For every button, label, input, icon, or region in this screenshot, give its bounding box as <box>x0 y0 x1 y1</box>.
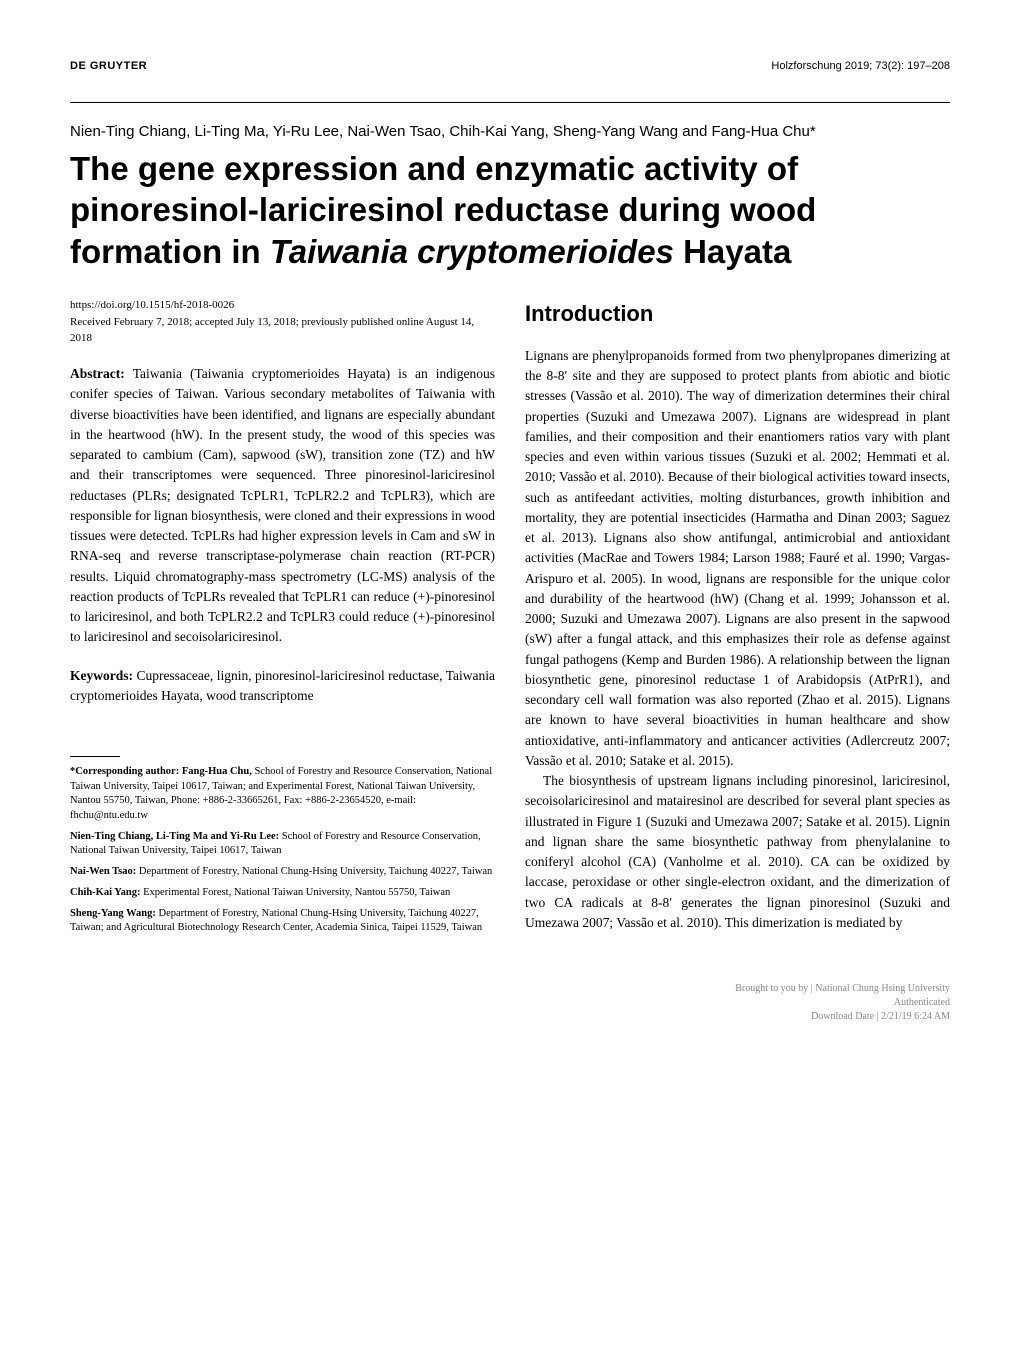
affiliation-1: Nien-Ting Chiang, Li-Ting Ma and Yi-Ru L… <box>70 830 495 859</box>
two-column-layout: https://doi.org/10.1515/hf-2018-0026 Rec… <box>70 297 950 942</box>
affiliation-3: Chih-Kai Yang: Experimental Forest, Nati… <box>70 886 495 901</box>
header-divider <box>70 102 950 103</box>
abstract-body: Taiwania (Taiwania cryptomerioides Hayat… <box>70 366 495 644</box>
page-footer: Brought to you by | National Chung Hsing… <box>70 982 950 1024</box>
footer-line-2: Authenticated <box>70 996 950 1010</box>
introduction-heading: Introduction <box>525 297 950 330</box>
article-dates: Received February 7, 2018; accepted July… <box>70 315 495 346</box>
keywords-label: Keywords: <box>70 668 136 683</box>
right-column: Introduction Lignans are phenylpropanoid… <box>525 297 950 942</box>
affiliation-name-4: Sheng-Yang Wang: <box>70 908 156 919</box>
keywords-paragraph: Keywords: Cupressaceae, lignin, pinoresi… <box>70 666 495 707</box>
title-text-2: Hayata <box>674 233 791 270</box>
affiliation-name-0: *Corresponding author: Fang-Hua Chu, <box>70 766 252 777</box>
abstract-label: Abstract: <box>70 366 133 381</box>
left-column: https://doi.org/10.1515/hf-2018-0026 Rec… <box>70 297 495 942</box>
footer-line-3: Download Date | 2/21/19 6:24 AM <box>70 1010 950 1024</box>
affiliation-name-2: Nai-Wen Tsao: <box>70 866 136 877</box>
affiliation-4: Sheng-Yang Wang: Department of Forestry,… <box>70 907 495 936</box>
page-header: DE GRUYTER Holzforschung 2019; 73(2): 19… <box>70 60 950 72</box>
affiliations-divider <box>70 756 120 757</box>
abstract-paragraph: Abstract: Taiwania (Taiwania cryptomerio… <box>70 364 495 648</box>
doi-link[interactable]: https://doi.org/10.1515/hf-2018-0026 <box>70 297 495 314</box>
affiliation-name-1: Nien-Ting Chiang, Li-Ting Ma and Yi-Ru L… <box>70 831 279 842</box>
affiliation-2: Nai-Wen Tsao: Department of Forestry, Na… <box>70 865 495 880</box>
intro-paragraph-2: The biosynthesis of upstream lignans inc… <box>525 771 950 933</box>
affiliation-text-3: Experimental Forest, National Taiwan Uni… <box>141 887 451 898</box>
journal-citation: Holzforschung 2019; 73(2): 197–208 <box>771 60 950 72</box>
affiliation-corresponding: *Corresponding author: Fang-Hua Chu, Sch… <box>70 765 495 824</box>
article-title: The gene expression and enzymatic activi… <box>70 148 950 272</box>
publisher-name: DE GRUYTER <box>70 60 147 72</box>
affiliation-name-3: Chih-Kai Yang: <box>70 887 141 898</box>
title-species: Taiwania cryptomerioides <box>270 233 674 270</box>
intro-paragraph-1: Lignans are phenylpropanoids formed from… <box>525 346 950 771</box>
authors-list: Nien-Ting Chiang, Li-Ting Ma, Yi-Ru Lee,… <box>70 123 950 140</box>
affiliation-text-2: Department of Forestry, National Chung-H… <box>136 866 492 877</box>
footer-line-1: Brought to you by | National Chung Hsing… <box>70 982 950 996</box>
